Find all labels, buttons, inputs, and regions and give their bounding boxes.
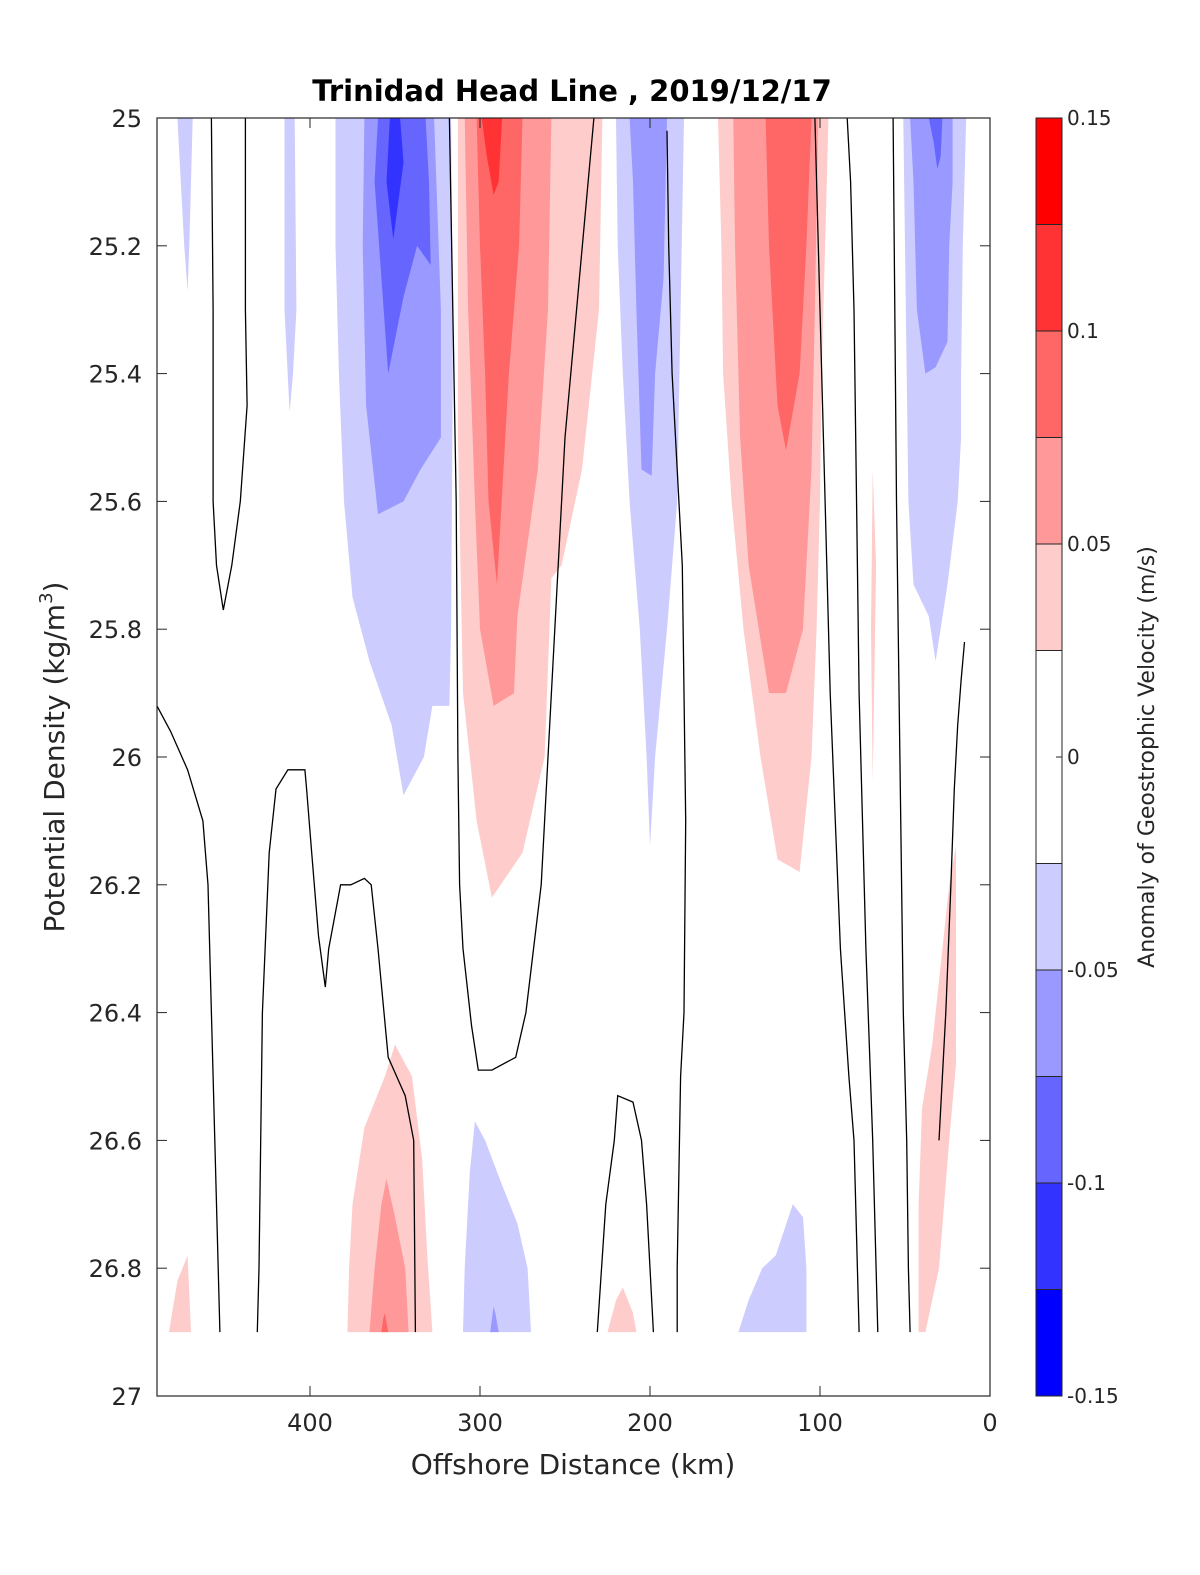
y-tick-label: 26.8: [89, 1255, 142, 1283]
contour-fill-region-18: [476, 118, 523, 585]
y-tick-label: 26.4: [89, 1000, 142, 1028]
chart-title: Trinidad Head Line , 2019/12/17: [312, 74, 832, 108]
x-tick-label: 300: [457, 1409, 503, 1437]
filled-contours: [168, 118, 967, 1333]
y-tick-labels: 25 25.2 25.4 25.6 25.8 26 26.2 26.4 26.6 26.8 27: [89, 105, 142, 1411]
y-axis-label: Potential Density (kg/m3): [36, 582, 71, 933]
contour-fill-region-14: [490, 1306, 499, 1333]
y-tick-label: 27: [111, 1383, 142, 1411]
tick-marks: [157, 117, 991, 1397]
contour-fill-region-25: [347, 1044, 433, 1333]
colorbar-band: [1036, 1076, 1062, 1183]
contour-fill-region-11: [910, 118, 953, 374]
zero-contour-line-2: [156, 705, 221, 1333]
colorbar-label: Anomaly of Geostrophic Velocity (m/s): [1135, 546, 1160, 968]
colorbar: 0.15 0.1 0.05 0 -0.05 -0.1 -0.15: [1035, 106, 1119, 1408]
colorbar-tick-label: -0.15: [1067, 1384, 1119, 1408]
zero-contour-line-10: [938, 641, 966, 1141]
y-tick-label: 26.6: [89, 1127, 142, 1155]
colorbar-band: [1036, 437, 1062, 544]
zero-contour-line-6: [666, 130, 687, 1333]
colorbar-band: [1036, 863, 1062, 970]
colorbar-tick-label: 0.15: [1067, 106, 1112, 130]
y-tick-label: 25.2: [89, 233, 142, 261]
colorbar-band: [1036, 224, 1062, 331]
colorbar-tick-label: 0: [1067, 745, 1080, 769]
contour-fill-region-7: [616, 118, 684, 847]
y-axis-label-superscript: 3: [36, 592, 57, 603]
contour-fill-region-6: [386, 118, 404, 240]
contour-fill-region-13: [463, 1121, 531, 1333]
contour-fill-region-9: [837, 552, 839, 642]
colorbar-bands: [1036, 117, 1062, 1397]
x-tick-label: 400: [287, 1409, 333, 1437]
colorbar-tick-label: 0.05: [1067, 532, 1112, 556]
contour-fill-region-28: [607, 1287, 637, 1333]
contour-fill-region-12: [928, 118, 943, 170]
y-axis-label-main: Potential Density (kg/m: [38, 604, 71, 933]
colorbar-tick-label: 0.1: [1067, 319, 1099, 343]
colorbar-band: [1036, 1183, 1062, 1290]
zero-contour-line-3: [256, 769, 417, 1333]
contour-fill-region-29: [918, 846, 956, 1333]
zero-contour-line-5: [596, 1094, 655, 1333]
zero-contour-line-4: [448, 117, 595, 1071]
contour-fill-region-15: [738, 1204, 807, 1333]
contour-fill-region-2: [267, 118, 297, 412]
y-tick-label: 25: [111, 105, 142, 133]
colorbar-band: [1036, 1289, 1062, 1396]
colorbar-band: [1036, 544, 1062, 651]
x-tick-label: 100: [797, 1409, 843, 1437]
contour-fill-region-27: [381, 1312, 389, 1333]
zero-contour-lines: [156, 117, 966, 1333]
contour-fill-region-1: [177, 118, 193, 291]
contour-fill-region-23: [871, 469, 877, 783]
x-tick-label: 200: [627, 1409, 673, 1437]
y-tick-label: 26: [111, 744, 142, 772]
colorbar-tick-label: -0.05: [1067, 958, 1119, 982]
contour-fill-region-22: [765, 118, 812, 451]
contour-fill-region-19: [481, 118, 503, 195]
contour-fill-region-26: [369, 1178, 409, 1333]
x-tick-labels: 400 300 200 100 0: [287, 1409, 998, 1437]
y-tick-label: 26.2: [89, 872, 142, 900]
y-tick-label: 25.8: [89, 616, 142, 644]
colorbar-band: [1036, 331, 1062, 438]
zero-contour-line-9: [892, 117, 911, 1333]
zero-contour-line-7: [814, 117, 860, 1333]
colorbar-band: [1036, 118, 1062, 225]
colorbar-tick-label: -0.1: [1067, 1171, 1106, 1195]
zero-contour-line-8: [846, 117, 879, 1333]
contour-fill-region-8: [629, 118, 667, 476]
zero-contour-line-1: [210, 117, 248, 611]
x-axis-label: Offshore Distance (km): [411, 1448, 736, 1481]
plot-area: [156, 117, 991, 1397]
colorbar-ticks: 0.15 0.1 0.05 0 -0.05 -0.1 -0.15: [1056, 106, 1119, 1408]
y-axis-label-tail: ): [38, 582, 71, 593]
colorbar-band: [1036, 970, 1062, 1077]
contour-fill-region-24: [168, 1255, 191, 1333]
y-tick-label: 25.4: [89, 361, 142, 389]
x-tick-label: 0: [982, 1409, 997, 1437]
y-tick-label: 25.6: [89, 488, 142, 516]
